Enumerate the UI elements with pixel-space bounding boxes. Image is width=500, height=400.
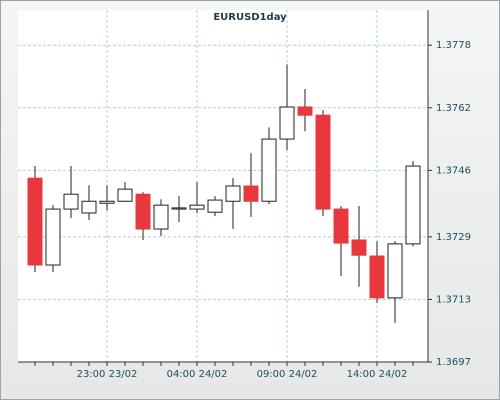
candle-body <box>297 106 313 116</box>
candle-body <box>45 208 61 266</box>
candle-body <box>279 106 295 140</box>
y-tick-label: 1.3762 <box>436 103 471 114</box>
candle-body <box>225 185 241 202</box>
y-tick-label: 1.3729 <box>436 232 471 243</box>
candle-body <box>243 185 259 202</box>
x-tick-label: 09:00 24/02 <box>257 369 318 380</box>
candle-body <box>153 204 169 230</box>
candle-body <box>351 239 367 256</box>
y-tick-label: 1.3778 <box>436 40 471 51</box>
candle-body <box>261 138 277 202</box>
candle-body <box>315 114 331 210</box>
y-tick-label: 1.3746 <box>436 165 471 176</box>
candle-body <box>99 200 115 204</box>
candle-body <box>63 193 79 210</box>
candle-body <box>117 188 133 202</box>
candle-body <box>81 200 97 214</box>
x-tick-label: 23:00 23/02 <box>77 369 138 380</box>
candle-body <box>171 207 187 210</box>
chart-title: EURUSD1day <box>213 12 287 23</box>
candle-body <box>189 204 205 210</box>
plot-area <box>18 10 428 362</box>
candle-body <box>27 177 43 266</box>
candle-body <box>369 255 385 299</box>
x-tick-label: 04:00 24/02 <box>167 369 228 380</box>
candle-body <box>387 243 403 299</box>
y-tick-label: 1.3713 <box>436 294 471 305</box>
candle-body <box>333 208 349 244</box>
y-tick-label: 1.3697 <box>436 357 471 368</box>
candle-body <box>207 199 223 213</box>
candle-body <box>135 193 151 230</box>
candle-body <box>405 165 421 245</box>
x-tick-label: 14:00 24/02 <box>347 369 408 380</box>
